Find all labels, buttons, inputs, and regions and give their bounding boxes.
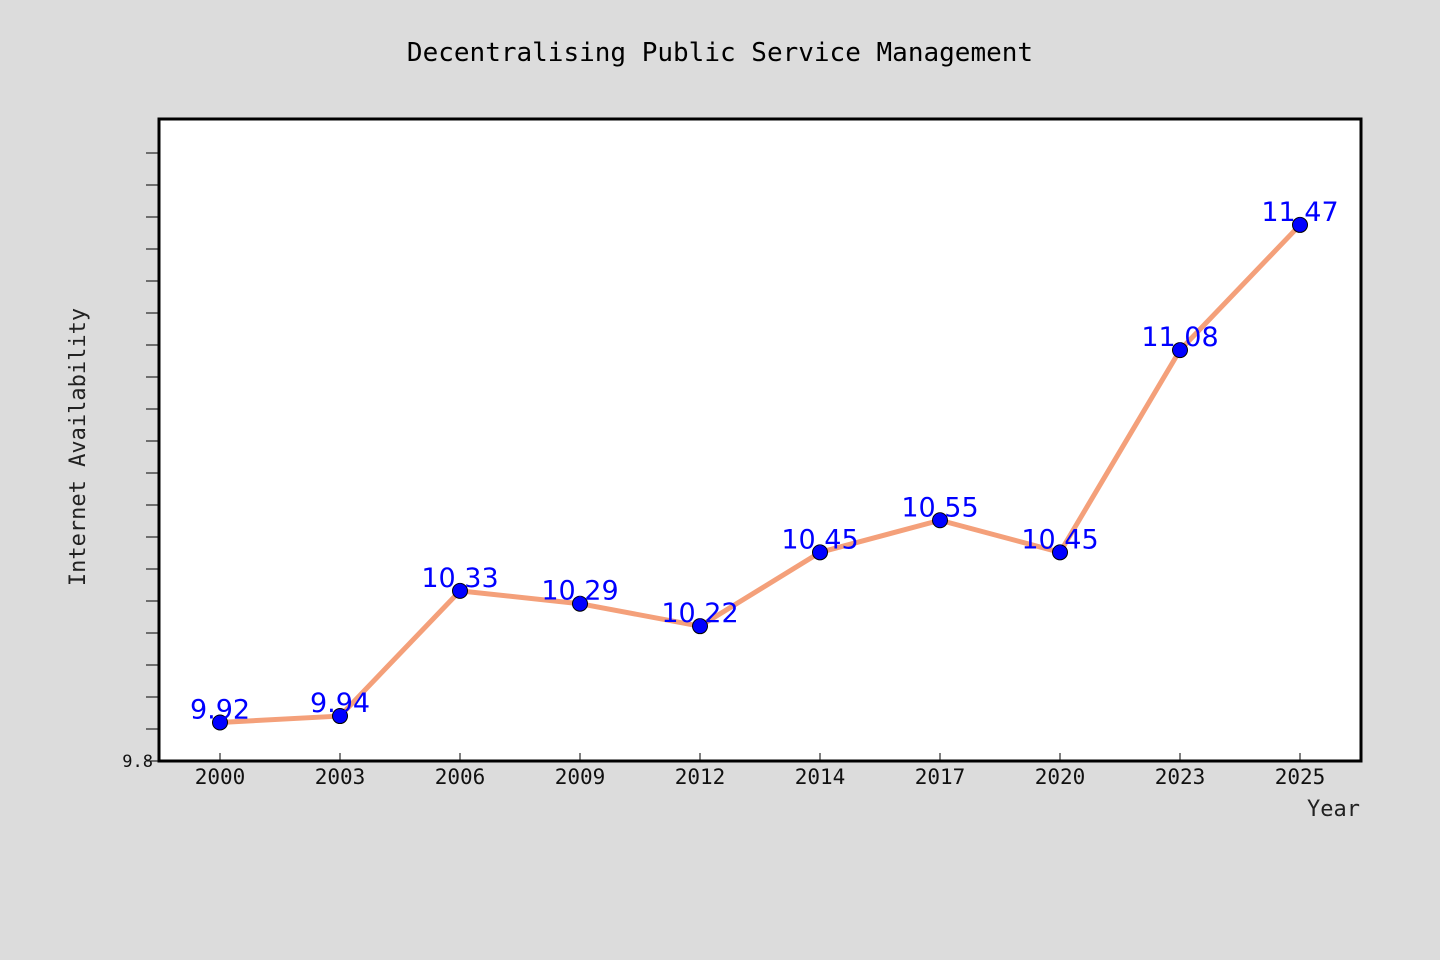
x-tick-label: 2014 <box>795 765 846 789</box>
data-point <box>1052 544 1068 561</box>
data-label: 11.08 <box>1141 322 1218 353</box>
data-label: 10.55 <box>901 492 978 523</box>
x-tick-label: 2003 <box>315 765 366 789</box>
data-label: 9.94 <box>310 688 370 719</box>
data-label: 10.22 <box>661 598 738 629</box>
data-label: 11.47 <box>1261 197 1338 228</box>
data-point <box>1172 342 1188 359</box>
y-axis-label: Internet Availability <box>66 308 91 586</box>
x-axis-ticks: 2000 2003 2006 2009 2012 2014 2017 2020 2023 2025 <box>195 753 1326 789</box>
plot-area <box>157 117 1363 763</box>
x-tick-label: 2020 <box>1035 765 1086 789</box>
chart-title: Decentralising Public Service Management <box>407 38 1033 68</box>
x-tick-label: 2025 <box>1275 765 1326 789</box>
data-point <box>812 544 828 561</box>
series-layer <box>212 216 1308 731</box>
data-point <box>1292 216 1308 233</box>
data-point <box>932 512 948 529</box>
data-label: 10.33 <box>421 563 498 594</box>
data-label: 10.29 <box>541 576 618 607</box>
y-axis-ticks: 9.8 <box>122 152 159 772</box>
data-label-layer: 9.92 9.94 10.33 10.29 10.22 10.45 10.55 10.45 11… <box>190 197 1339 726</box>
data-point <box>572 595 588 612</box>
data-point <box>332 708 348 725</box>
data-label: 10.45 <box>781 524 858 555</box>
x-tick-label: 2006 <box>435 765 486 789</box>
data-point <box>212 714 228 731</box>
data-label: 10.45 <box>1021 524 1098 555</box>
x-tick-label: 2023 <box>1155 765 1206 789</box>
x-tick-label: 2009 <box>555 765 606 789</box>
data-point <box>452 582 468 599</box>
data-label: 9.92 <box>190 694 250 725</box>
data-point <box>692 618 708 635</box>
x-axis-label: Year <box>1307 797 1360 822</box>
x-tick-label: 2000 <box>195 765 246 789</box>
series-line <box>217 222 1303 725</box>
x-tick-label: 2017 <box>915 765 966 789</box>
x-tick-label: 2012 <box>675 765 726 789</box>
y-tick-label: 9.8 <box>122 752 153 772</box>
